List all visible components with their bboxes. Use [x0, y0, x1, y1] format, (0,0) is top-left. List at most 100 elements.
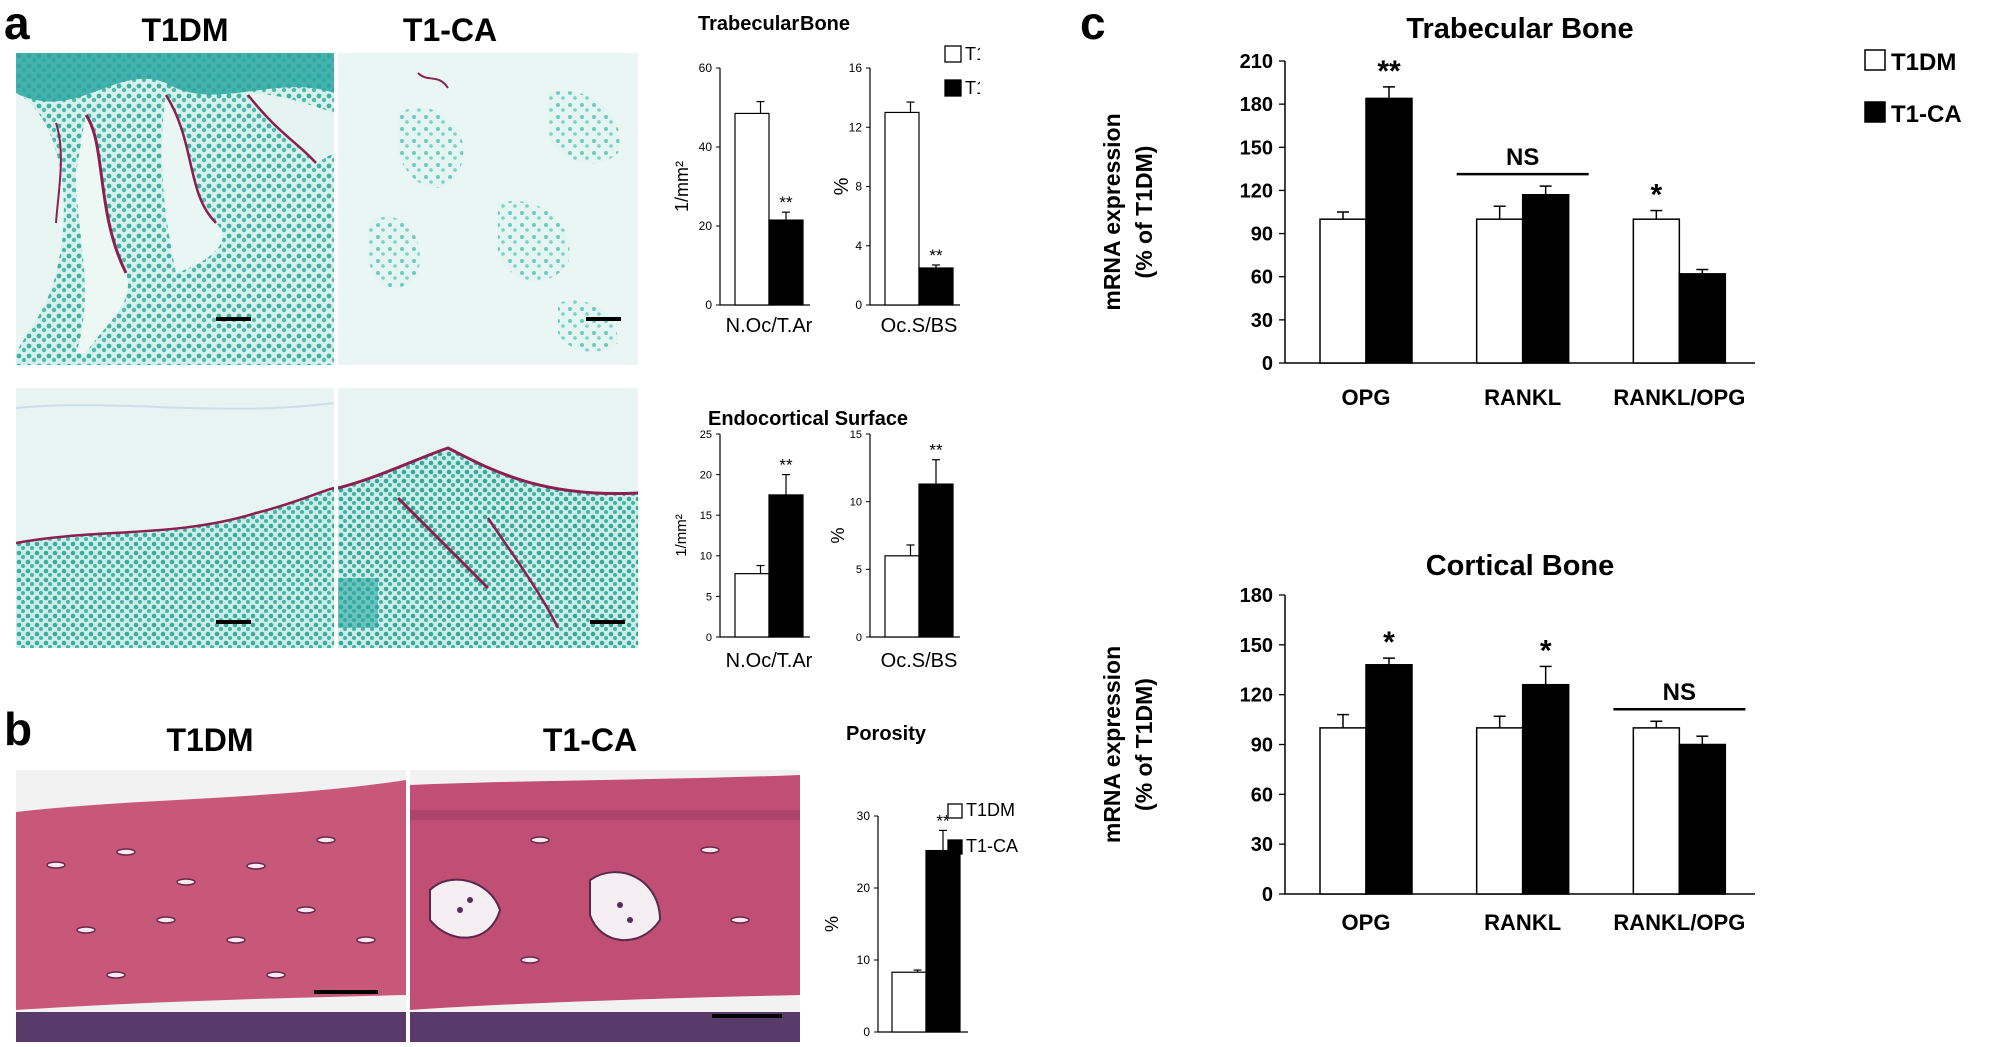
y-tick-label: 20 [700, 469, 712, 481]
y-tick-label: 25 [700, 429, 712, 441]
y-axis-label-line: (% of T1DM) [1131, 678, 1157, 811]
y-tick-label: 16 [849, 61, 863, 75]
legend-swatch-T1DM [1864, 49, 1886, 71]
significance-mark: * [1650, 179, 1662, 212]
y-tick-label: 15 [850, 429, 862, 441]
y-axis-label: % [822, 916, 842, 932]
ns-label: NS [1663, 679, 1696, 706]
chart-title: Porosity [846, 723, 927, 745]
category-label: Oc.S/BS [881, 315, 958, 337]
y-tick-label: 0 [856, 632, 862, 644]
y-tick-label: 30 [1251, 834, 1273, 856]
legend-label-T1DM: T1DM [965, 44, 980, 64]
significance-mark: ** [1377, 55, 1401, 88]
legend-swatch-T1-CA [1864, 101, 1886, 123]
chart-title-part2: Bone [800, 13, 850, 35]
micro-label-b-t1ca: T1-CA [542, 722, 638, 758]
y-axis-label: % [828, 527, 848, 543]
bar-T1DM-RANKL/OPG [1632, 727, 1681, 895]
y-tick-label: 0 [863, 1025, 870, 1039]
panel-letter-c: c [1080, 0, 1106, 49]
legend-label-T1DM: T1DM [966, 800, 1015, 820]
y-tick-label: 60 [699, 61, 713, 75]
y-tick-label: 10 [700, 551, 712, 563]
significance-mark: ** [929, 441, 943, 460]
y-tick-label: 40 [699, 140, 713, 154]
chart-title: Trabecular Bone [1406, 13, 1633, 45]
y-tick-label: 0 [1262, 884, 1273, 906]
y-tick-label: 150 [1240, 137, 1273, 159]
bar-T1DM [891, 971, 927, 1033]
chart-mrna-trabecular: Trabecular Bone 0 30 60 90 120 150 180 210 mRNA e… [1099, 13, 1962, 410]
y-axis-label: 1/mm² [673, 514, 690, 557]
category-label: N.Oc/T.Ar [726, 650, 813, 672]
bar-T1-CA [918, 483, 954, 638]
legend-label-T1-CA: T1-CA [966, 836, 1018, 856]
bar-T1-CA-RANKL [1521, 683, 1570, 895]
y-axis-label-line: mRNA expression [1099, 646, 1125, 843]
bar-T1-CA [925, 849, 961, 1033]
micrograph-he-t1ca [410, 770, 800, 1042]
y-tick-label: 120 [1240, 180, 1273, 202]
y-axis-label-line: mRNA expression [1099, 113, 1125, 310]
bar-T1-CA-RANKL [1521, 193, 1570, 364]
category-label: OPG [1342, 385, 1391, 410]
y-tick-label: 90 [1251, 735, 1273, 757]
y-tick-label: 30 [1251, 310, 1273, 332]
y-tick-label: 8 [855, 180, 862, 194]
y-tick-label: 0 [855, 298, 862, 312]
y-axis-label: 1/mm² [672, 161, 692, 212]
bar-T1DM [734, 573, 770, 638]
legend-label-T1DM: T1DM [1891, 49, 1956, 76]
bar-T1DM [884, 555, 920, 638]
y-tick-label: 15 [700, 510, 712, 522]
significance-mark: * [1383, 626, 1395, 659]
bar-T1DM-RANKL [1475, 218, 1524, 364]
y-tick-label: 120 [1240, 685, 1273, 707]
bar-T1DM [884, 111, 920, 306]
y-tick-label: 4 [855, 239, 862, 253]
legend-swatch-T1-CA [947, 839, 963, 855]
legend-label-T1-CA: T1-CA [1891, 101, 1962, 128]
y-tick-label: 12 [849, 120, 863, 134]
y-tick-label: 0 [706, 632, 712, 644]
legend-swatch-T1DM [947, 803, 963, 819]
bar-T1-CA-OPG [1365, 664, 1413, 895]
chart-title: Endocortical Surface [708, 408, 908, 430]
micro-label-t1ca: T1-CA [402, 12, 498, 48]
micrograph-he-t1dm [16, 770, 406, 1042]
micrograph-trabecular-t1ca [338, 53, 638, 365]
y-axis-label-line: (% of T1DM) [1131, 146, 1157, 279]
significance-mark: * [1540, 634, 1552, 667]
bar-T1-CA-RANKL/OPG [1678, 743, 1727, 895]
bar-T1DM [734, 112, 770, 306]
bar-T1-CA-OPG [1365, 97, 1413, 364]
y-tick-label: 20 [857, 881, 871, 895]
legend-label-T1-CA: T1-CA [965, 78, 980, 98]
micrograph-endocortical-t1dm [16, 388, 334, 648]
micro-label-b-t1dm: T1DM [166, 722, 254, 758]
chart-title: Cortical Bone [1426, 550, 1615, 582]
significance-mark: ** [779, 193, 793, 212]
y-axis-label: % [831, 177, 853, 195]
legend-swatch-T1-CA [944, 79, 962, 97]
y-tick-label: 90 [1251, 224, 1273, 246]
micrograph-endocortical-t1ca [338, 388, 638, 648]
category-label: RANKL/OPG [1613, 910, 1745, 935]
category-label: N.Oc/T.Ar [726, 315, 813, 337]
bar-T1-CA [768, 219, 804, 306]
y-tick-label: 0 [705, 298, 712, 312]
y-tick-label: 60 [1251, 784, 1273, 806]
bar-T1DM-RANKL [1475, 727, 1524, 895]
micro-label-t1dm: T1DM [141, 12, 229, 48]
micrograph-trabecular-t1dm [16, 53, 334, 365]
y-tick-label: 30 [857, 809, 871, 823]
y-tick-label: 0 [1262, 353, 1273, 375]
chart-title-part1: Trabecular [698, 13, 799, 35]
bar-T1-CA-RANKL/OPG [1678, 273, 1727, 364]
category-label: RANKL [1484, 385, 1561, 410]
y-tick-label: 60 [1251, 267, 1273, 289]
category-label: RANKL/OPG [1613, 385, 1745, 410]
category-label: Oc.S/BS [881, 650, 958, 672]
bar-T1-CA [768, 494, 804, 638]
